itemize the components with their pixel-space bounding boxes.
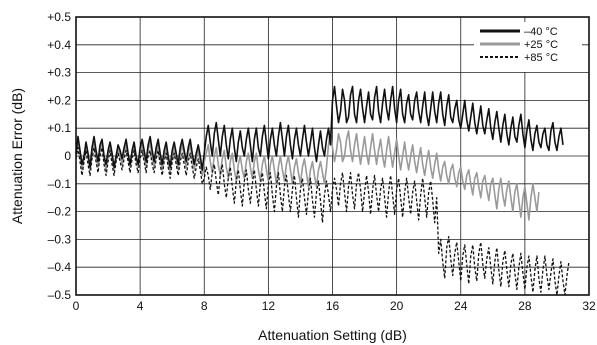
legend: –40 °C+25 °C+85 °C (474, 22, 582, 72)
y-tick-label: –0.4 (48, 260, 72, 274)
axis-ticks: 0 4 8 12 16 20 24 28 32 +0.5 +0.4 +0.3 +0.2 +0.1 0 –0.1… (47, 10, 596, 313)
x-tick-label: 0 (73, 299, 80, 313)
x-tick-label: 4 (137, 299, 144, 313)
x-tick-label: 12 (262, 299, 276, 313)
series-line-1 (75, 130, 540, 221)
y-tick-label: –0.1 (48, 177, 72, 191)
y-tick-label: 0 (64, 149, 71, 163)
y-tick-label: –0.2 (48, 205, 72, 219)
x-axis-label: Attenuation Setting (dB) (258, 327, 407, 343)
y-tick-label: –0.5 (48, 288, 72, 302)
y-tick-label: +0.1 (47, 121, 71, 135)
y-tick-label: +0.4 (47, 38, 71, 52)
x-tick-label: 32 (582, 299, 596, 313)
plot-frame (75, 16, 590, 296)
x-tick-label: 24 (454, 299, 468, 313)
y-tick-label: –0.3 (48, 232, 72, 246)
legend-label: +25 °C (524, 39, 558, 51)
y-tick-label: +0.2 (47, 93, 71, 107)
legend-label: –40 °C (524, 26, 558, 38)
series-line-0 (75, 85, 564, 171)
y-tick-label: +0.5 (47, 10, 71, 24)
y-axis-label: Attenuation Error (dB) (9, 88, 25, 224)
legend-label: +85 °C (524, 52, 558, 64)
x-tick-label: 28 (518, 299, 532, 313)
chart-series (75, 85, 570, 296)
x-tick-label: 16 (326, 299, 340, 313)
x-tick-label: 8 (201, 299, 208, 313)
x-tick-label: 20 (390, 299, 404, 313)
y-tick-label: +0.3 (47, 66, 71, 80)
